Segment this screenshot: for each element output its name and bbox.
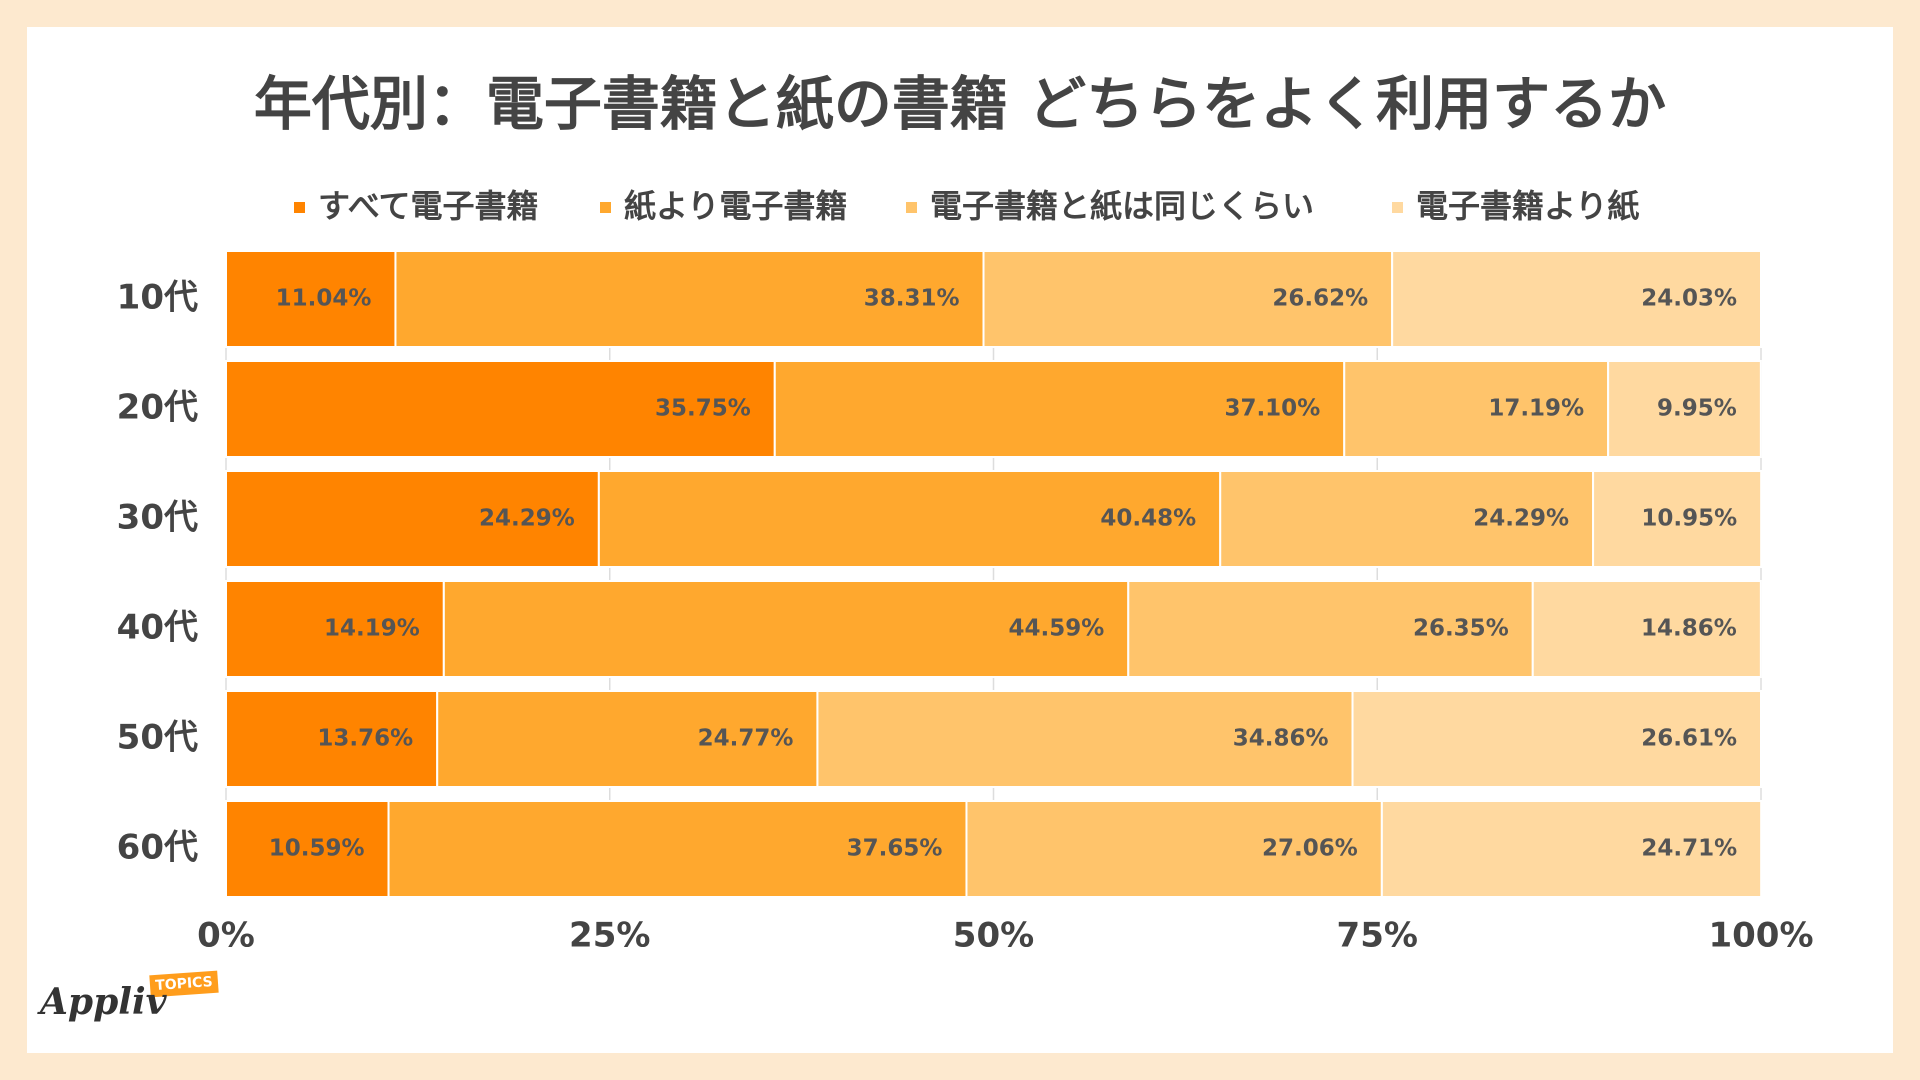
bar-segment: [442, 580, 1130, 678]
bar-segment: [394, 250, 985, 348]
legend-swatch: [600, 202, 611, 213]
value-label: 13.76%: [317, 726, 413, 752]
bar-segment: [597, 470, 1222, 568]
legend-label: 紙より電子書籍: [624, 187, 847, 225]
value-label: 10.95%: [1641, 506, 1737, 532]
value-label: 38.31%: [864, 286, 960, 312]
bar-segment: [773, 360, 1346, 458]
legend-label: すべて電子書籍: [318, 187, 538, 225]
x-tick-label: 75%: [1337, 916, 1418, 956]
legend-label: 電子書籍より紙: [1416, 187, 1639, 225]
bar-segment: [1592, 470, 1763, 568]
value-label: 40.48%: [1100, 506, 1196, 532]
logo-badge-bg: [149, 970, 219, 998]
value-label: 26.35%: [1413, 616, 1509, 642]
bar-segment: [225, 360, 776, 458]
bar-segment: [387, 800, 968, 898]
y-tick-label: 30代: [117, 498, 198, 538]
value-label: 17.19%: [1488, 396, 1584, 422]
bar-segment: [1391, 250, 1763, 348]
bar-segment: [225, 690, 439, 788]
bar-segment: [982, 250, 1394, 348]
value-label: 24.77%: [698, 726, 794, 752]
value-label: 11.04%: [276, 286, 372, 312]
value-label: 9.95%: [1657, 396, 1737, 422]
value-label: 24.71%: [1641, 836, 1737, 862]
logo-name: Appliv: [37, 981, 168, 1023]
bar-segment: [1531, 580, 1762, 678]
bar-segment: [1607, 360, 1762, 458]
bar-segment: [225, 580, 445, 678]
x-tick-label: 50%: [953, 916, 1034, 956]
bar-segment: [1343, 360, 1610, 458]
bar-segment: [225, 470, 600, 568]
legend-swatch: [1392, 202, 1403, 213]
bar-segment: [1351, 690, 1762, 788]
bar-segment: [1219, 470, 1595, 568]
y-tick-label: 50代: [117, 718, 198, 758]
y-tick-label: 60代: [117, 828, 198, 868]
value-label: 37.10%: [1224, 396, 1320, 422]
y-tick-label: 10代: [117, 278, 198, 318]
legend-swatch: [906, 202, 917, 213]
logo-badge: TOPICS: [155, 974, 214, 994]
bar-segment: [1127, 580, 1534, 678]
x-tick-label: 25%: [569, 916, 650, 956]
value-label: 24.29%: [479, 506, 575, 532]
chart-title: 年代別：電子書籍と紙の書籍 どちらをよく利用するか: [254, 70, 1666, 138]
value-label: 26.62%: [1272, 286, 1368, 312]
legend-label: 電子書籍と紙は同じくらい: [930, 187, 1314, 225]
value-label: 27.06%: [1262, 836, 1358, 862]
legend-swatch: [294, 202, 305, 213]
value-label: 35.75%: [655, 396, 751, 422]
y-tick-label: 40代: [117, 608, 198, 648]
value-label: 24.03%: [1641, 286, 1737, 312]
value-label: 26.61%: [1641, 726, 1737, 752]
x-tick-label: 0%: [197, 916, 255, 956]
value-label: 34.86%: [1233, 726, 1329, 752]
value-label: 37.65%: [847, 836, 943, 862]
bar-segment: [225, 250, 397, 348]
logo: TOPICS Appliv: [37, 970, 219, 1023]
bar-segment: [1380, 800, 1763, 898]
value-label: 44.59%: [1008, 616, 1104, 642]
bar-segment: [816, 690, 1354, 788]
value-label: 14.86%: [1641, 616, 1737, 642]
y-tick-label: 20代: [117, 388, 198, 428]
value-label: 14.19%: [324, 616, 420, 642]
bar-segment: [965, 800, 1383, 898]
x-tick-label: 100%: [1708, 916, 1813, 956]
value-label: 24.29%: [1473, 506, 1569, 532]
bar-segment: [436, 690, 819, 788]
value-label: 10.59%: [269, 836, 365, 862]
